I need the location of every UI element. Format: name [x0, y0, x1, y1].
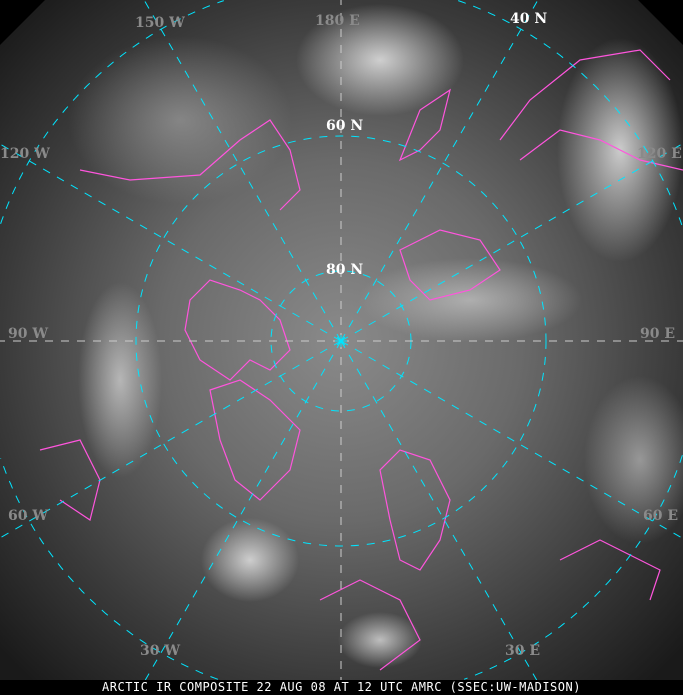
- latitude-circle-40n: [0, 0, 683, 680]
- label-30w: 30 W: [140, 643, 180, 659]
- label-120w: 120 W: [0, 146, 50, 162]
- meridian-line: [340, 340, 538, 680]
- meridian-line: [340, 340, 683, 539]
- label-30e: 30 E: [505, 643, 540, 659]
- map-overlay: 40 N 60 N 80 N 150 W 180 E 120 W 120 E 9…: [0, 0, 683, 680]
- meridian-line: [0, 143, 342, 342]
- meridian-line: [340, 0, 539, 342]
- image-caption: ARCTIC IR COMPOSITE 22 AUG 08 AT 12 UTC …: [0, 680, 683, 695]
- label-90e: 90 E: [640, 326, 675, 342]
- label-80n: 80 N: [326, 262, 363, 278]
- north-pole-marker: [335, 335, 347, 347]
- label-60w: 60 W: [8, 508, 48, 524]
- coastline-kamchatka: [398, 88, 451, 162]
- label-60e: 60 E: [643, 508, 678, 524]
- coastline-alaska: [79, 119, 301, 211]
- meridian-line: [0, 340, 342, 539]
- latitude-circle-60n: [135, 135, 547, 547]
- label-40n: 40 N: [510, 11, 547, 27]
- coastline-canada: [184, 279, 291, 381]
- label-150w: 150 W: [135, 15, 185, 31]
- coastline-siberia: [399, 229, 501, 301]
- label-180e: 180 E: [315, 13, 360, 29]
- label-120e: 120 E: [637, 146, 682, 162]
- grid-labels: 40 N 60 N 80 N 150 W 180 E 120 W 120 E 9…: [0, 11, 682, 659]
- coastline-greenland: [209, 379, 301, 501]
- label-60n: 60 N: [326, 118, 363, 134]
- meridian-line: [143, 0, 342, 342]
- coastline-hudson: [39, 439, 101, 521]
- label-90w: 90 W: [8, 326, 48, 342]
- meridians: [0, 0, 683, 680]
- coastline-europe: [319, 539, 661, 671]
- coastline-scandinavia: [379, 449, 451, 571]
- meridian-line: [340, 143, 683, 342]
- meridian-line: [144, 340, 342, 680]
